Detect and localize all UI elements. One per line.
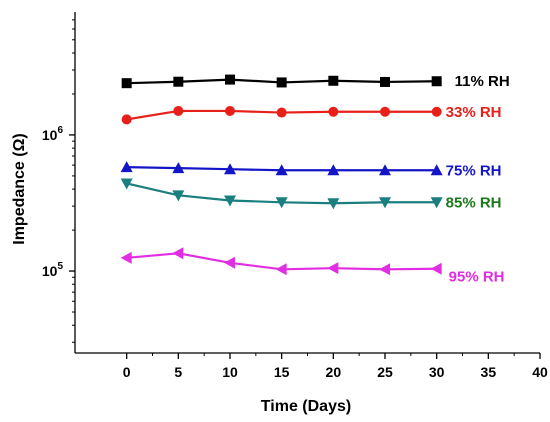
data-point xyxy=(172,162,185,174)
data-point xyxy=(275,197,288,209)
data-point xyxy=(173,105,184,116)
data-point xyxy=(275,164,288,176)
series-33-rh xyxy=(121,105,442,125)
data-point xyxy=(121,114,132,125)
data-point xyxy=(173,76,184,87)
x-tick-label: 40 xyxy=(532,364,548,380)
data-point xyxy=(224,195,236,207)
series-label: 33% RH xyxy=(446,104,502,121)
data-point xyxy=(327,164,340,176)
axes: 0 5 10 15 20 25 30 35 40 105 106 xyxy=(42,12,548,380)
series-75-rh xyxy=(120,161,443,176)
y-tick-label: 106 xyxy=(42,125,64,143)
data-point xyxy=(328,75,339,86)
x-tick-label: 0 xyxy=(123,364,131,380)
data-point xyxy=(380,106,390,117)
data-point xyxy=(225,74,235,85)
series-label: 11% RH xyxy=(455,73,510,90)
data-point xyxy=(431,106,442,117)
data-point xyxy=(120,178,133,190)
x-tick-label: 35 xyxy=(481,364,497,380)
data-point xyxy=(379,263,390,276)
data-point xyxy=(276,107,287,118)
data-point xyxy=(430,164,443,176)
data-point xyxy=(276,77,287,88)
data-point xyxy=(431,76,442,87)
series-label: 95% RH xyxy=(449,269,505,286)
data-point xyxy=(327,262,339,275)
series-11-rh xyxy=(121,74,442,89)
data-point xyxy=(379,164,391,176)
data-point xyxy=(225,105,235,116)
x-axis-title: Time (Days) xyxy=(261,398,351,415)
data-point xyxy=(120,161,133,173)
data-point xyxy=(379,197,391,209)
series-85-rh xyxy=(120,178,443,210)
data-point xyxy=(172,247,184,260)
series-layer xyxy=(120,74,443,276)
data-point xyxy=(275,263,287,276)
y-axis-title: Impedance (Ω) xyxy=(11,133,28,245)
x-tick-label: 25 xyxy=(377,364,393,380)
y-tick-label: 105 xyxy=(42,261,64,279)
data-point xyxy=(121,78,132,89)
data-point xyxy=(327,198,340,210)
data-point xyxy=(430,197,443,209)
series-label: 75% RH xyxy=(446,162,502,179)
data-point xyxy=(224,256,235,269)
data-point xyxy=(328,106,339,117)
data-point xyxy=(380,76,390,87)
x-tick-label: 10 xyxy=(222,364,238,380)
data-point xyxy=(172,190,185,202)
series-label: 85% RH xyxy=(446,194,502,211)
x-tick-label: 30 xyxy=(429,364,445,380)
series-95-rh xyxy=(120,247,442,276)
x-tick-label: 20 xyxy=(326,364,342,380)
x-tick-label: 15 xyxy=(274,364,290,380)
data-point xyxy=(120,251,132,264)
data-point xyxy=(224,163,236,175)
series-labels: 11% RH 33% RH 75% RH 85% RH 95% RH xyxy=(446,73,510,285)
data-point xyxy=(430,262,442,275)
x-tick-label: 5 xyxy=(174,364,182,380)
